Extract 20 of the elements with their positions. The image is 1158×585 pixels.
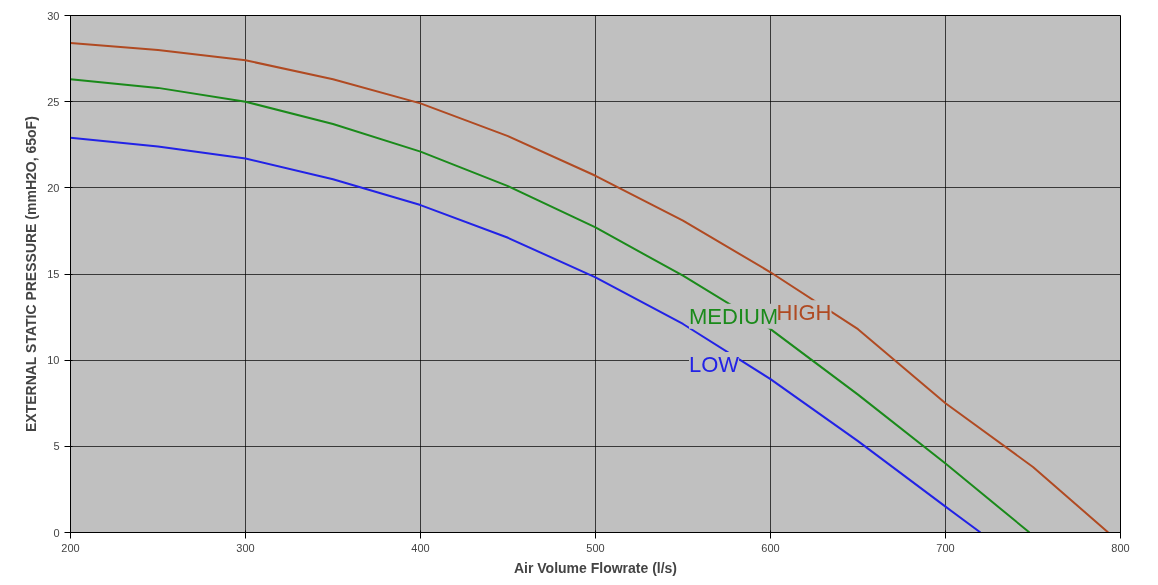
x-tick-label: 500 xyxy=(586,541,605,554)
x-tick-label: 600 xyxy=(761,541,780,554)
series-label: MEDIUM xyxy=(689,303,779,329)
x-tick-label: 300 xyxy=(236,541,255,554)
y-tick-label: 0 xyxy=(53,526,60,539)
y-tick-label: 25 xyxy=(47,95,60,108)
x-tick-label: 800 xyxy=(1111,541,1130,554)
x-axis-title: Air Volume Flowrate (l/s) xyxy=(513,559,678,576)
y-tick-label: 5 xyxy=(53,440,60,453)
x-tick-label: 700 xyxy=(936,541,955,554)
y-tick-label: 20 xyxy=(47,181,60,194)
line-series xyxy=(70,136,982,533)
y-tick-label: 30 xyxy=(47,9,60,22)
x-tick-label: 400 xyxy=(411,541,430,554)
series-label: LOW xyxy=(689,351,740,377)
y-axis-title: EXTERNAL STATIC PRESSURE (mmH2O, 65oF) xyxy=(23,116,40,433)
y-tick-label: 15 xyxy=(47,268,60,280)
series-label: HIGH xyxy=(776,300,832,326)
y-tick-label: 10 xyxy=(47,354,60,367)
x-tick-label: 200 xyxy=(61,541,80,554)
